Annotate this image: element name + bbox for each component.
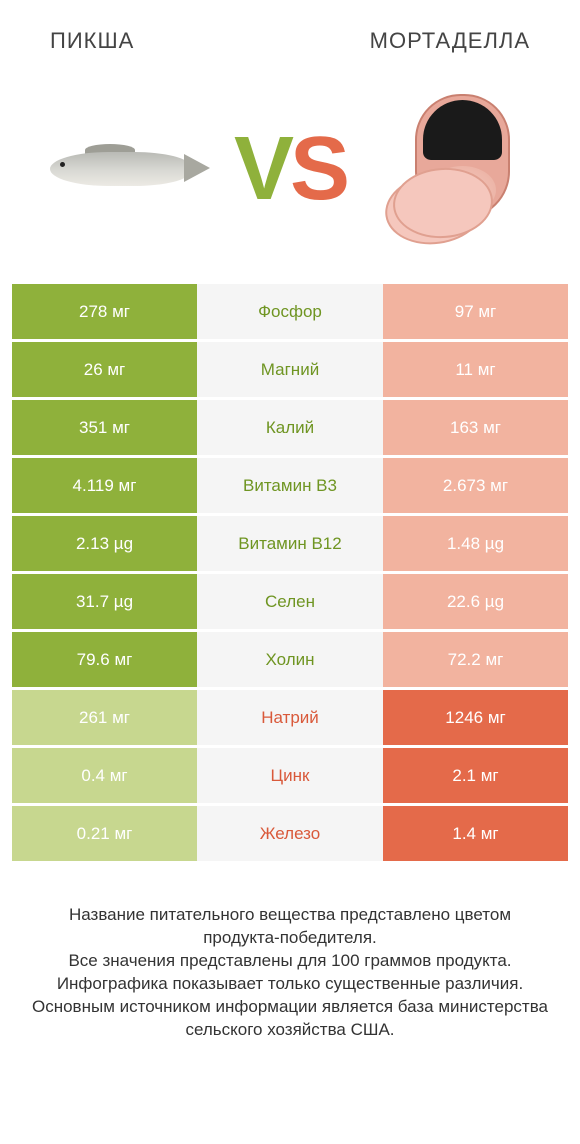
table-row: 261 мгНатрий1246 мг <box>12 690 568 745</box>
right-value: 72.2 мг <box>383 632 568 687</box>
left-value: 2.13 µg <box>12 516 197 571</box>
left-value: 278 мг <box>12 284 197 339</box>
left-image <box>20 144 220 194</box>
vs-v: V <box>234 119 290 219</box>
footer-line: Все значения представлены для 100 граммо… <box>30 950 550 973</box>
hero-row: VS <box>0 64 580 284</box>
right-value: 163 мг <box>383 400 568 455</box>
left-value: 79.6 мг <box>12 632 197 687</box>
right-value: 1.4 мг <box>383 806 568 861</box>
left-value: 0.21 мг <box>12 806 197 861</box>
left-value: 0.4 мг <box>12 748 197 803</box>
nutrient-label: Цинк <box>197 748 383 803</box>
table-row: 4.119 мгВитамин B32.673 мг <box>12 458 568 513</box>
right-value: 1.48 µg <box>383 516 568 571</box>
nutrient-label: Селен <box>197 574 383 629</box>
right-value: 1246 мг <box>383 690 568 745</box>
left-value: 31.7 µg <box>12 574 197 629</box>
title-row: ПИКША МОРТАДЕЛЛА <box>0 0 580 64</box>
right-value: 22.6 µg <box>383 574 568 629</box>
footer-line: Основным источником информации является … <box>30 996 550 1042</box>
left-title: ПИКША <box>50 28 134 54</box>
vs-s: S <box>290 119 346 219</box>
table-row: 351 мгКалий163 мг <box>12 400 568 455</box>
nutrient-label: Калий <box>197 400 383 455</box>
left-value: 261 мг <box>12 690 197 745</box>
right-value: 2.673 мг <box>383 458 568 513</box>
table-row: 278 мгФосфор97 мг <box>12 284 568 339</box>
footer-line: Инфографика показывает только существенн… <box>30 973 550 996</box>
nutrient-label: Железо <box>197 806 383 861</box>
comparison-table: 278 мгФосфор97 мг26 мгМагний11 мг351 мгК… <box>0 284 580 861</box>
nutrient-label: Натрий <box>197 690 383 745</box>
right-value: 97 мг <box>383 284 568 339</box>
nutrient-label: Холин <box>197 632 383 687</box>
right-value: 11 мг <box>383 342 568 397</box>
vs-label: VS <box>234 118 346 221</box>
table-row: 31.7 µgСелен22.6 µg <box>12 574 568 629</box>
right-title: МОРТАДЕЛЛА <box>370 28 530 54</box>
mortadella-icon <box>385 94 535 244</box>
nutrient-label: Магний <box>197 342 383 397</box>
nutrient-label: Витамин B3 <box>197 458 383 513</box>
fish-icon <box>30 144 210 194</box>
right-value: 2.1 мг <box>383 748 568 803</box>
table-row: 0.4 мгЦинк2.1 мг <box>12 748 568 803</box>
left-value: 351 мг <box>12 400 197 455</box>
footer-text: Название питательного вещества представл… <box>0 864 580 1042</box>
right-image <box>360 94 560 244</box>
left-value: 4.119 мг <box>12 458 197 513</box>
table-row: 2.13 µgВитамин B121.48 µg <box>12 516 568 571</box>
nutrient-label: Витамин B12 <box>197 516 383 571</box>
nutrient-label: Фосфор <box>197 284 383 339</box>
table-row: 0.21 мгЖелезо1.4 мг <box>12 806 568 861</box>
left-value: 26 мг <box>12 342 197 397</box>
table-row: 26 мгМагний11 мг <box>12 342 568 397</box>
table-row: 79.6 мгХолин72.2 мг <box>12 632 568 687</box>
footer-line: Название питательного вещества представл… <box>30 904 550 950</box>
